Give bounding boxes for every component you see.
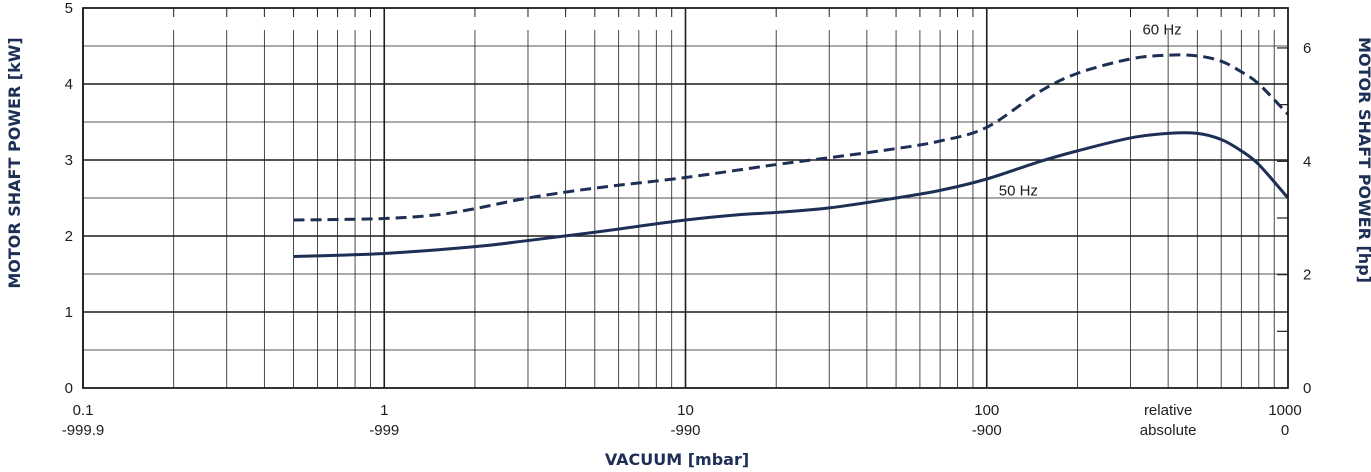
series-line-50-hz [294, 133, 1288, 257]
y-tick-label: 1 [65, 304, 73, 321]
series-label: 50 Hz [999, 182, 1038, 199]
y-right-tick-label: 2 [1303, 267, 1311, 284]
y-tick-label: 0 [65, 380, 73, 397]
y-tick-label: 5 [65, 0, 73, 17]
y-axis-label-right: MOTOR SHAFT POWER [hp] [1355, 37, 1371, 283]
series-label: 60 Hz [1142, 21, 1181, 38]
x-legend-relative: relative [1144, 402, 1192, 419]
x-tick-label-relative: 1 [380, 402, 388, 419]
x-tick-label-relative: 0.1 [73, 402, 94, 419]
x-tick-label-absolute: -900 [972, 422, 1002, 439]
x-axis-label: VACUUM [mbar] [605, 450, 749, 469]
y-tick-label: 4 [65, 76, 73, 93]
x-tick-label-absolute: -990 [670, 422, 700, 439]
x-legend-absolute: absolute [1140, 422, 1197, 439]
x-tick-label-absolute: -999 [369, 422, 399, 439]
x-tick-label-relative: 100 [974, 402, 999, 419]
y-right-tick-label: 6 [1303, 40, 1311, 57]
y-axis-label-left: MOTOR SHAFT POWER [kW] [5, 37, 24, 288]
x-tick-label-relative: 1000 [1268, 402, 1301, 419]
y-tick-label: 3 [65, 152, 73, 169]
y-right-tick-label: 0 [1303, 380, 1311, 397]
x-tick-label-absolute: 0 [1281, 422, 1289, 439]
y-tick-label: 2 [65, 228, 73, 245]
series-lines: 60 Hz 50 Hz [294, 21, 1288, 256]
x-tick-label-absolute: -999.9 [62, 422, 105, 439]
x-tick-label-relative: 10 [677, 402, 694, 419]
y-right-tick-label: 4 [1303, 153, 1311, 170]
